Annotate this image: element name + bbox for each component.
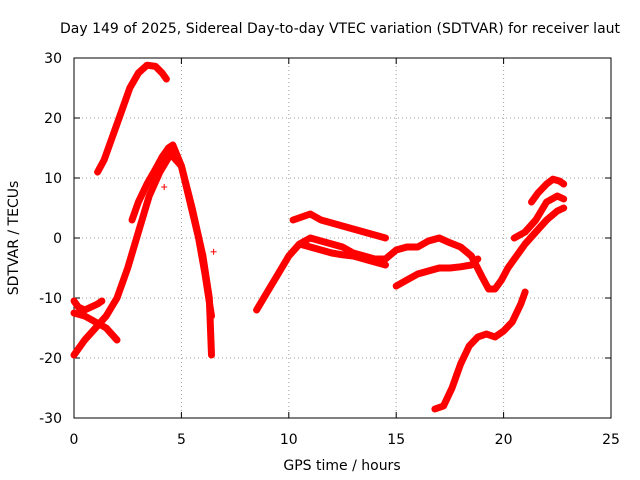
axis-ticks bbox=[73, 57, 612, 419]
y-tick-label: 20 bbox=[44, 111, 62, 127]
series-arc-l bbox=[510, 192, 568, 242]
series-arc-f bbox=[165, 141, 215, 320]
y-tick-label: 10 bbox=[44, 171, 62, 187]
grid bbox=[74, 58, 611, 418]
x-tick-label: 15 bbox=[387, 432, 405, 448]
y-axis-title: SDTVAR / TECUs bbox=[6, 181, 22, 296]
series-arc-b bbox=[128, 144, 172, 224]
y-tick-label: -30 bbox=[39, 411, 62, 427]
y-tick-label: 30 bbox=[44, 51, 62, 67]
y-tick-label: -20 bbox=[39, 351, 62, 367]
series-arc-d bbox=[70, 297, 106, 314]
chart-title: Day 149 of 2025, Sidereal Day-to-day VTE… bbox=[60, 21, 621, 37]
y-tick-label: -10 bbox=[39, 291, 62, 307]
series-arc-m bbox=[528, 175, 568, 206]
x-tick-label: 25 bbox=[602, 432, 620, 448]
series-arc-j bbox=[392, 255, 482, 290]
y-tick-label: 0 bbox=[53, 231, 62, 247]
outlier-point bbox=[161, 184, 168, 190]
series-arc-h bbox=[289, 210, 389, 242]
series-arc-k bbox=[431, 288, 529, 413]
series-arc-i bbox=[296, 240, 389, 269]
series-arc-e bbox=[70, 309, 121, 344]
outlier-point bbox=[210, 248, 217, 255]
x-tick-label: 20 bbox=[495, 432, 513, 448]
x-tick-label: 0 bbox=[70, 432, 79, 448]
series-arc-a bbox=[94, 61, 170, 176]
x-tick-label: 5 bbox=[177, 432, 186, 448]
x-axis-title: GPS time / hours bbox=[283, 458, 400, 474]
tick-labels: 0 5 10 15 20 25 -30 -20 -10 0 10 20 30 bbox=[39, 51, 620, 448]
x-tick-label: 10 bbox=[280, 432, 298, 448]
series-arc-g bbox=[253, 204, 568, 314]
data-series bbox=[70, 61, 568, 413]
